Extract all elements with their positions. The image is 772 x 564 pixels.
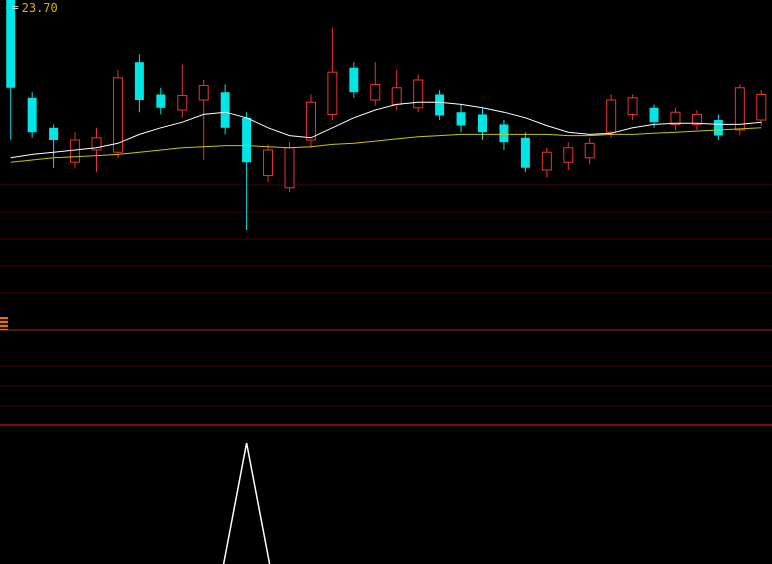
candle-body-up [563,147,574,163]
candle-body-up [198,85,209,101]
candles [6,0,767,230]
candle-body-down [435,94,445,116]
candle-body-up [691,113,702,125]
candle-body-down [134,62,144,100]
candle-body-up [413,79,424,109]
candle-body-up [584,142,595,159]
candle-body-down [499,124,509,143]
clipped-indicator-label-fragment [0,317,8,330]
candle-body-up [541,151,552,171]
candle-body-up [305,101,316,141]
candle-body-up [70,139,81,163]
candle-body-down [520,137,530,168]
candle-body-up [734,87,745,131]
candle-body-down [649,107,659,123]
candle-body-up [606,99,617,133]
candle-body-down [27,97,37,133]
candle-body-up [284,147,295,189]
candle-body-up [327,71,338,115]
candle-body-up [112,77,123,153]
candle-body-down [49,127,59,140]
candle-body-down [713,120,723,136]
candle-body-up [177,95,188,111]
grid-lines [0,184,772,426]
candle-body-up [756,93,767,121]
candle-body-up [670,111,681,125]
candle-body-down [6,0,16,88]
price-label: = 23.70 [12,1,58,15]
candle-body-up [391,87,402,105]
candle-body-down [456,112,466,126]
candle-body-down [156,94,166,108]
candle-body-up [627,97,638,115]
candle-body-up [370,83,381,101]
ma-fast-white-line [10,101,762,159]
signal-triangle-spike [222,442,271,564]
candle-body-down [242,117,252,163]
candle-body-down [349,67,359,93]
ma-slow-yellow-line [10,127,762,163]
candle-body-down [220,92,230,128]
candle-body-up [263,149,274,177]
candle-body-down [478,114,487,133]
candle-body-up [91,137,102,151]
price-marker: = [12,1,19,14]
price-value: 23.70 [21,1,58,15]
